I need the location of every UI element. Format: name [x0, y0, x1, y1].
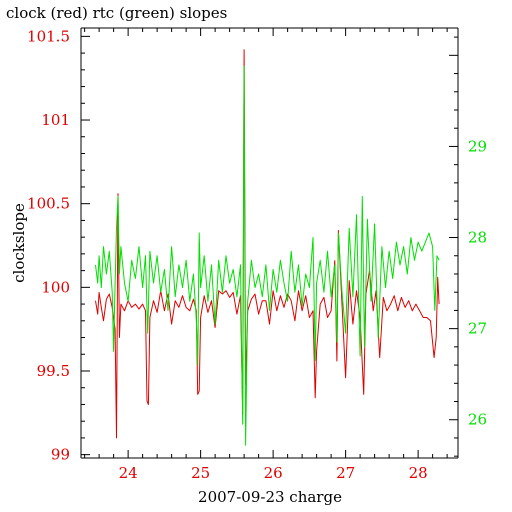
x-tick-label: 27 [336, 464, 355, 482]
left-tick-label: 100 [41, 278, 70, 296]
left-tick-label: 101.5 [27, 27, 70, 45]
y-axis-label: clockslope [10, 203, 28, 283]
ticks-layer [81, 28, 458, 458]
left-tick-label: 99 [51, 446, 70, 464]
series-layer [95, 49, 440, 446]
plot-frame [80, 27, 459, 459]
right-tick-label: 27 [468, 320, 487, 338]
chart-title: clock (red) rtc (green) slopes [6, 4, 227, 22]
x-axis-label: 2007-09-23 charge [198, 488, 342, 506]
right-tick-label: 28 [468, 229, 487, 247]
tick-labels-layer: 24 25 26 27 28 99 99.5 100 100.5 101 101.5 26 27 28 29 [27, 27, 487, 482]
left-tick-label: 99.5 [37, 362, 70, 380]
x-tick-label: 24 [119, 464, 138, 482]
x-tick-label: 26 [264, 464, 283, 482]
left-tick-label: 101 [41, 111, 70, 129]
x-tick-label: 28 [409, 464, 428, 482]
clock-series-line [95, 49, 440, 439]
right-tick-label: 26 [468, 411, 487, 429]
rtc-series-line [95, 65, 440, 446]
left-tick-label: 100.5 [27, 195, 70, 213]
x-tick-label: 25 [191, 464, 210, 482]
right-tick-label: 29 [468, 137, 487, 155]
